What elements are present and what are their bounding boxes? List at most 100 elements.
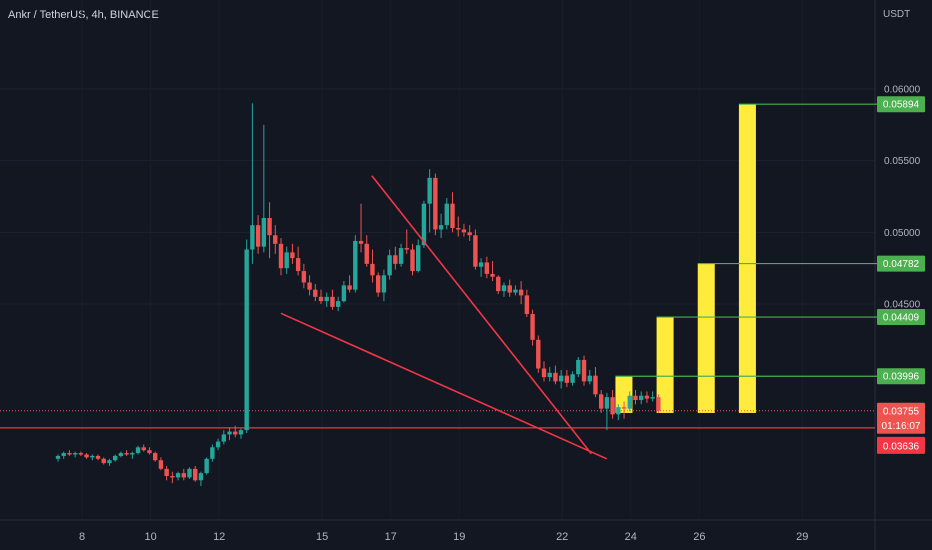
candle bbox=[238, 430, 244, 435]
candle bbox=[284, 252, 289, 269]
candle bbox=[416, 245, 421, 272]
candle bbox=[633, 395, 638, 401]
candle bbox=[330, 296, 335, 307]
candle bbox=[587, 375, 592, 382]
symbol-title: Ankr / TetherUS, 4h, BINANCE bbox=[8, 9, 159, 21]
target-price-label: 0.05894 bbox=[883, 100, 920, 111]
x-tick-label: 26 bbox=[693, 531, 705, 543]
candle bbox=[324, 296, 329, 302]
candle bbox=[164, 468, 169, 476]
candle bbox=[233, 431, 238, 435]
projection-bar bbox=[738, 104, 756, 413]
x-tick-label: 19 bbox=[453, 531, 465, 543]
candle bbox=[547, 372, 552, 378]
candle bbox=[101, 458, 106, 464]
candle bbox=[387, 255, 392, 276]
y-tick-label: 0.06000 bbox=[884, 85, 921, 96]
candle bbox=[78, 453, 84, 455]
candle bbox=[393, 255, 398, 264]
level-price-tag bbox=[877, 436, 925, 454]
candle bbox=[124, 453, 129, 455]
candle bbox=[335, 301, 341, 307]
target-price-label: 0.04782 bbox=[883, 259, 920, 270]
candle bbox=[61, 453, 66, 456]
candle bbox=[313, 289, 318, 297]
candle bbox=[598, 394, 604, 409]
candle bbox=[576, 359, 581, 375]
projection-bar bbox=[656, 317, 674, 413]
x-tick-label: 17 bbox=[385, 531, 397, 543]
candle bbox=[181, 473, 186, 478]
candle bbox=[438, 225, 444, 230]
candle bbox=[381, 275, 387, 293]
candle bbox=[524, 295, 530, 315]
candle bbox=[358, 240, 364, 244]
candle bbox=[496, 276, 501, 292]
y-tick-label: 0.05000 bbox=[884, 228, 921, 239]
candle bbox=[353, 240, 358, 290]
candle bbox=[118, 453, 124, 456]
x-tick-label: 12 bbox=[213, 531, 225, 543]
candle bbox=[215, 441, 221, 448]
candle bbox=[518, 289, 524, 296]
candle bbox=[581, 359, 587, 382]
candle bbox=[107, 460, 112, 464]
candle bbox=[461, 229, 467, 233]
candle bbox=[467, 232, 472, 236]
target-price-tag bbox=[877, 96, 925, 113]
countdown-label: 01:16:07 bbox=[882, 421, 921, 432]
candle bbox=[210, 447, 215, 459]
candle bbox=[530, 314, 535, 340]
candle bbox=[347, 285, 352, 290]
candle bbox=[204, 458, 209, 474]
candle bbox=[507, 285, 512, 293]
candle bbox=[410, 249, 415, 272]
candle bbox=[621, 407, 627, 409]
candle bbox=[421, 203, 427, 246]
candle bbox=[627, 395, 632, 409]
last-price-tag bbox=[877, 402, 925, 434]
candle bbox=[484, 262, 490, 274]
candle bbox=[370, 263, 375, 276]
candle bbox=[375, 275, 381, 293]
candle bbox=[187, 468, 192, 478]
currency-label: USDT bbox=[883, 9, 911, 20]
candle bbox=[593, 375, 598, 395]
candle bbox=[135, 447, 141, 454]
candle bbox=[616, 407, 621, 415]
candle bbox=[433, 177, 438, 230]
target-price-tag bbox=[877, 255, 925, 272]
candle bbox=[290, 252, 295, 259]
candle bbox=[250, 225, 255, 250]
candle bbox=[478, 262, 484, 267]
candle bbox=[307, 282, 312, 290]
level-price-label: 0.03636 bbox=[883, 441, 920, 452]
candle bbox=[72, 453, 78, 455]
candle bbox=[90, 455, 95, 458]
candle bbox=[170, 476, 175, 478]
x-tick-label: 15 bbox=[316, 531, 328, 543]
x-tick-label: 24 bbox=[625, 531, 637, 543]
candle bbox=[95, 455, 101, 459]
candle bbox=[501, 285, 507, 292]
candle bbox=[318, 296, 324, 302]
x-tick-label: 10 bbox=[144, 531, 156, 543]
candle bbox=[227, 431, 232, 435]
candle bbox=[198, 473, 204, 481]
candle bbox=[55, 455, 61, 459]
candle bbox=[261, 218, 267, 247]
candle bbox=[147, 450, 152, 454]
projection-bar bbox=[697, 263, 715, 413]
candle bbox=[221, 434, 227, 442]
candle bbox=[564, 375, 570, 383]
candle bbox=[450, 203, 455, 229]
candle bbox=[427, 177, 432, 204]
candle bbox=[84, 454, 89, 458]
candle bbox=[553, 372, 558, 382]
candle bbox=[193, 468, 198, 481]
candle bbox=[610, 397, 615, 415]
candle bbox=[341, 285, 347, 302]
candle bbox=[255, 225, 261, 247]
